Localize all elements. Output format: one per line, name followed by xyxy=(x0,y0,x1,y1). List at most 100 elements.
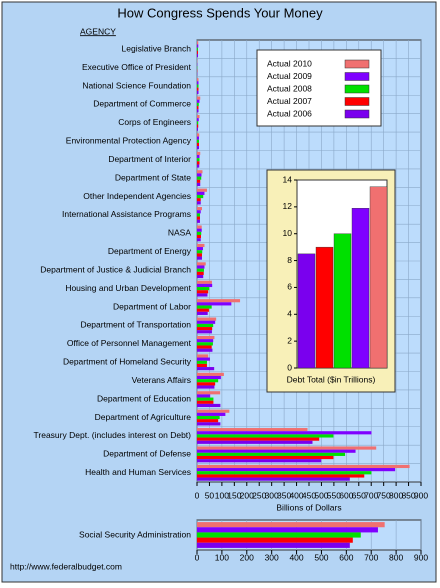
bar xyxy=(197,379,219,383)
bar xyxy=(197,385,215,389)
bar xyxy=(197,323,214,328)
bar xyxy=(197,308,209,312)
bar xyxy=(197,176,202,180)
x-tick-label: 800 xyxy=(389,552,403,562)
bar xyxy=(197,422,221,426)
y-tick-label: Treasury Dept. (includes interest on Deb… xyxy=(34,430,192,440)
bar xyxy=(197,247,203,251)
y-tick-label: Executive Office of President xyxy=(82,62,192,72)
legend-swatch xyxy=(344,97,370,106)
bar xyxy=(197,372,224,376)
bar xyxy=(197,210,201,214)
bar xyxy=(197,164,200,168)
bar xyxy=(197,311,208,315)
bar xyxy=(197,283,213,288)
y-tick-label: 8 xyxy=(287,255,292,265)
y-tick-label: Department of Agriculture xyxy=(95,412,192,422)
bar xyxy=(197,293,208,297)
bar xyxy=(197,216,200,220)
bar xyxy=(197,437,320,441)
bar xyxy=(197,412,226,416)
bar xyxy=(197,84,199,88)
bar xyxy=(197,280,212,284)
x-tick-label: 0 xyxy=(195,490,200,500)
legend-swatch xyxy=(344,109,370,119)
y-tick-label: Department of Labor xyxy=(113,301,191,311)
x-tick-label: 600 xyxy=(339,552,353,562)
bar xyxy=(197,335,215,340)
x-tick-label: 100 xyxy=(215,490,229,500)
bar xyxy=(197,179,201,183)
bar xyxy=(197,468,396,472)
bar xyxy=(197,78,199,82)
bar xyxy=(197,452,346,456)
x-tick-label: 300 xyxy=(265,552,279,562)
y-tick-label: Department of Interior xyxy=(108,154,191,164)
y-tick-label: Environmental Protection Agency xyxy=(66,136,192,146)
bar xyxy=(197,382,216,386)
y-tick-label: NASA xyxy=(168,228,191,238)
bar xyxy=(197,464,410,469)
x-tick-label: 150 xyxy=(227,490,241,500)
bar xyxy=(197,474,365,478)
x-tick-label: 500 xyxy=(314,490,328,500)
bar xyxy=(197,354,209,358)
bar xyxy=(197,47,198,51)
bar xyxy=(197,394,211,398)
bar xyxy=(197,142,199,147)
legend-swatch xyxy=(344,59,370,69)
y-tick-label: 6 xyxy=(287,282,292,292)
x-tick-label: 300 xyxy=(265,490,279,500)
bar xyxy=(197,231,202,235)
bar xyxy=(197,109,199,113)
bar xyxy=(197,207,202,211)
bar xyxy=(197,434,334,438)
bar xyxy=(197,151,201,155)
bar xyxy=(197,262,206,266)
y-axis-label: AGENCY xyxy=(80,26,116,36)
bar xyxy=(197,265,205,269)
x-tick-label: 500 xyxy=(314,552,328,562)
x-tick-label: 550 xyxy=(327,490,341,500)
x-tick-label: 650 xyxy=(352,490,366,500)
bar xyxy=(197,532,361,538)
bar xyxy=(197,201,201,205)
bar xyxy=(197,256,202,260)
bar xyxy=(197,449,356,453)
bar xyxy=(197,391,221,395)
bar xyxy=(197,50,198,54)
legend-swatch xyxy=(344,84,370,94)
bar xyxy=(197,219,200,223)
y-tick-label: Department of State xyxy=(115,172,191,182)
x-tick-label: 750 xyxy=(377,490,391,500)
y-tick-label: 12 xyxy=(283,201,293,211)
chart-title: How Congress Spends Your Money xyxy=(117,5,323,20)
bar xyxy=(197,302,232,306)
bar xyxy=(297,253,316,369)
y-tick-label: Office of Personnel Management xyxy=(67,338,192,348)
bar xyxy=(197,213,200,217)
y-tick-label: International Assistance Programs xyxy=(62,209,191,219)
bar xyxy=(197,81,199,85)
bar xyxy=(197,194,204,199)
bar xyxy=(197,290,209,294)
bar xyxy=(197,173,202,177)
y-tick-label: Legislative Branch xyxy=(122,43,192,53)
bar xyxy=(197,317,217,321)
y-tick-label: 0 xyxy=(287,362,292,372)
legend-label: Actual 2008 xyxy=(267,83,312,93)
bar xyxy=(197,446,377,450)
bar xyxy=(197,139,199,143)
bar xyxy=(197,198,201,202)
bar xyxy=(197,299,241,303)
bar xyxy=(197,345,212,349)
bar xyxy=(197,118,199,122)
bar xyxy=(197,114,200,119)
bar xyxy=(197,455,334,460)
x-tick-label: 850 xyxy=(401,490,415,500)
y-tick-label: 2 xyxy=(287,335,292,345)
bar xyxy=(197,170,203,174)
bar xyxy=(197,106,199,110)
bar xyxy=(197,428,308,432)
bar xyxy=(197,44,199,48)
